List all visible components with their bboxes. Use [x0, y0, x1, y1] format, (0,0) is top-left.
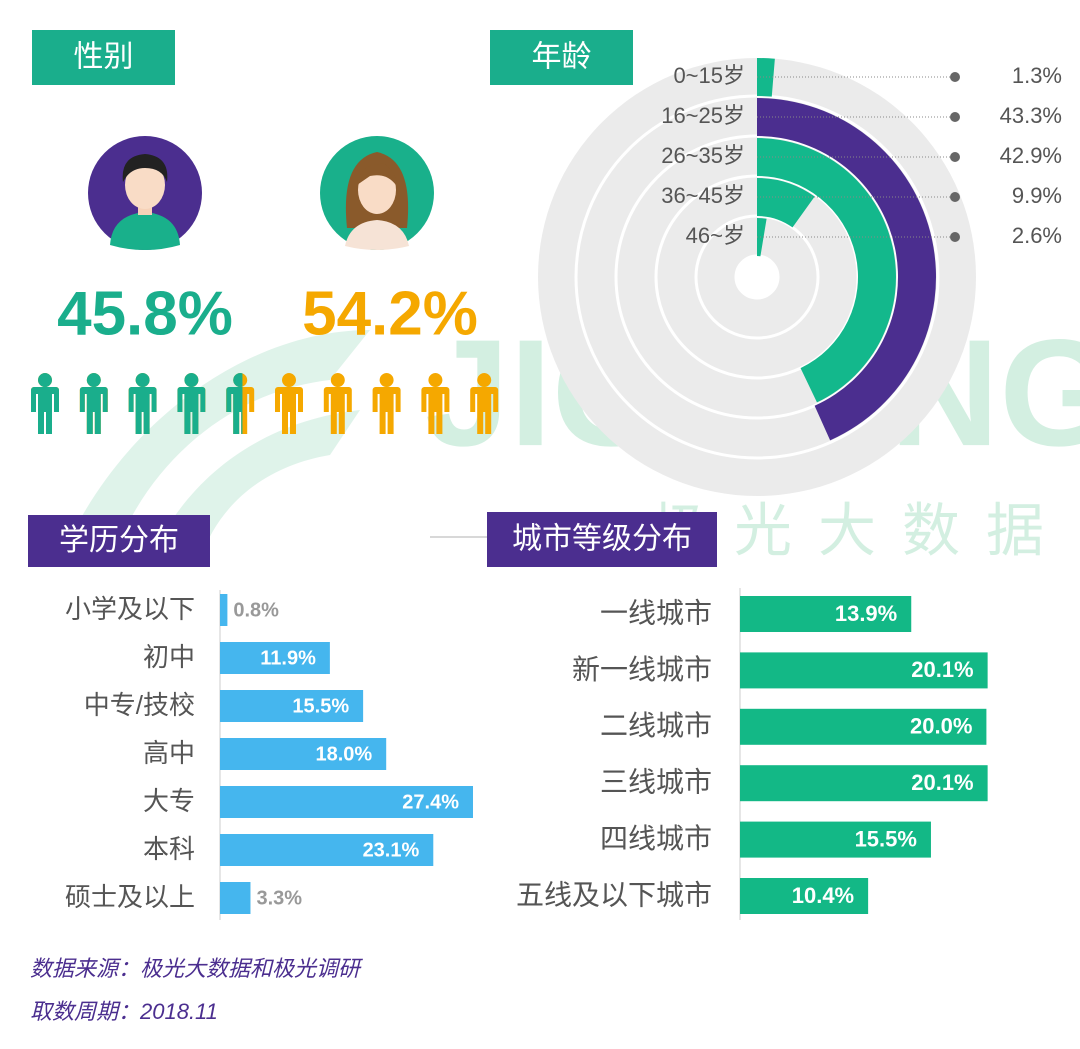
value-label: 23.1% [363, 839, 420, 861]
section-title: 年龄 [532, 40, 592, 73]
leader-dot [950, 152, 960, 162]
male-avatar [88, 136, 202, 250]
category-label: 三线城市 [600, 767, 712, 798]
value-label: 1.3% [1012, 63, 1062, 88]
person-icon [226, 373, 243, 434]
bar [740, 708, 987, 745]
leader-dot [950, 72, 960, 82]
radial-bar [757, 58, 775, 97]
bar [740, 821, 931, 858]
category-label: 26~35岁 [661, 143, 745, 168]
person-icon [177, 373, 206, 434]
radial-center [736, 256, 778, 298]
person-icon [421, 373, 450, 434]
category-label: 硕士及以上 [65, 882, 195, 912]
category-label: 小学及以下 [65, 594, 195, 624]
value-label: 9.9% [1012, 183, 1062, 208]
category-label: 高中 [143, 738, 195, 768]
section-title-box [490, 30, 633, 85]
category-label: 一线城市 [600, 597, 712, 628]
bar [740, 596, 912, 632]
footer-note: 数据来源：极光大数据和极光调研 [30, 956, 364, 981]
section-title-box [32, 30, 175, 85]
person-icon [128, 373, 157, 434]
section-title: 学历分布 [59, 524, 179, 557]
radial-bar [757, 98, 936, 441]
value-label: 15.5% [292, 695, 349, 717]
value-label: 11.9% [260, 647, 316, 669]
female-avatar [320, 136, 434, 250]
person-icon [275, 373, 303, 434]
bar [220, 834, 434, 866]
value-label: 13.9% [835, 601, 897, 626]
bar [220, 690, 364, 722]
bar [740, 765, 988, 802]
icons-series-1 [31, 373, 243, 434]
person-icon [31, 373, 59, 434]
category-label: 四线城市 [600, 823, 712, 854]
bar [220, 738, 387, 770]
section-title-box [487, 512, 717, 567]
value-label: 18.0% [315, 743, 372, 765]
category-label: 中专/技校 [84, 690, 195, 720]
value-label: 3.3% [256, 887, 302, 909]
section-title: 性别 [74, 40, 134, 73]
footer-note: 取数周期：2018.11 [30, 999, 218, 1024]
leader-dot [950, 112, 960, 122]
category-label: 本科 [143, 834, 195, 864]
category-label: 16~25岁 [661, 103, 745, 128]
value-label: 20.1% [911, 770, 973, 795]
bar [220, 882, 251, 914]
value-label: 42.9% [1000, 143, 1062, 168]
person-icon [323, 373, 352, 434]
category-label: 新一线城市 [572, 654, 712, 685]
person-icon [79, 373, 108, 434]
radial-bar [757, 218, 767, 257]
watermark-logo [60, 330, 370, 560]
radial-bar [757, 178, 815, 228]
value-label: 10.4% [792, 883, 854, 908]
section-title-box [28, 515, 210, 567]
person-icon [372, 373, 401, 434]
value-label: 27.4% [402, 791, 459, 813]
bar [740, 878, 869, 914]
value-label: 15.5% [855, 826, 917, 851]
category-label: 46~岁 [686, 223, 745, 248]
value-label: 20.1% [911, 657, 973, 682]
category-label: 0~15岁 [673, 63, 745, 88]
section-title: 城市等级分布 [512, 522, 692, 555]
bar [220, 786, 473, 818]
bar [220, 594, 228, 626]
category-label: 36~45岁 [661, 183, 745, 208]
value-label: 43.3% [1000, 103, 1062, 128]
category-label: 大专 [143, 786, 195, 816]
leader-dot [950, 232, 960, 242]
category-label: 五线及以下城市 [516, 879, 712, 910]
value-label: 0.8% [233, 599, 279, 621]
category-label: 初中 [143, 642, 195, 672]
bar [220, 642, 330, 674]
leader-dot [950, 192, 960, 202]
person-icon [470, 373, 499, 434]
category-label: 二线城市 [600, 710, 712, 741]
radial-bar [757, 138, 897, 403]
value-label: 20.0% [910, 714, 972, 739]
percent-label: 45.8% [57, 279, 233, 348]
value-label: 2.6% [1012, 223, 1062, 248]
percent-label: 54.2% [302, 279, 478, 348]
bar [740, 652, 988, 689]
